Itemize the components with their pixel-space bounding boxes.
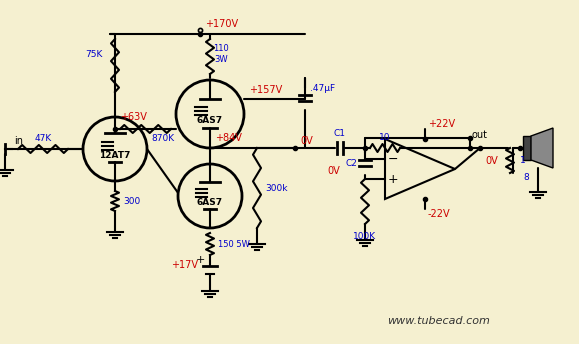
Text: 47K: 47K xyxy=(34,134,52,143)
Text: +170V: +170V xyxy=(205,19,238,29)
Text: 8: 8 xyxy=(523,173,529,182)
Text: 300k: 300k xyxy=(265,183,288,193)
Text: 300: 300 xyxy=(123,196,140,205)
Text: +84V: +84V xyxy=(215,133,242,143)
Text: 0V: 0V xyxy=(327,166,340,176)
Text: 100K: 100K xyxy=(353,232,376,241)
Text: +22V: +22V xyxy=(428,119,455,129)
Text: www.tubecad.com: www.tubecad.com xyxy=(387,316,490,326)
Text: 10: 10 xyxy=(379,133,391,142)
Text: +: + xyxy=(195,255,205,265)
Text: out: out xyxy=(472,130,488,140)
Text: 75K: 75K xyxy=(86,50,103,58)
Text: 12AT7: 12AT7 xyxy=(100,151,131,160)
Text: 0V: 0V xyxy=(300,136,313,146)
Text: in: in xyxy=(14,136,23,146)
Text: 110
3W: 110 3W xyxy=(213,44,229,64)
Text: −: − xyxy=(388,152,398,165)
Text: 6AS7: 6AS7 xyxy=(197,116,223,125)
Text: 150 5W: 150 5W xyxy=(218,239,250,248)
Text: .47μF: .47μF xyxy=(310,84,335,93)
Polygon shape xyxy=(531,128,553,168)
Text: 0V: 0V xyxy=(485,156,498,166)
Text: 6AS7: 6AS7 xyxy=(197,198,223,207)
Text: +: + xyxy=(388,172,398,185)
Text: +157V: +157V xyxy=(249,85,282,95)
Text: C2: C2 xyxy=(345,159,357,168)
Bar xyxy=(523,136,531,160)
Text: C1: C1 xyxy=(334,129,346,138)
Text: 870K: 870K xyxy=(151,134,174,143)
Text: -22V: -22V xyxy=(428,209,450,219)
Text: +17V: +17V xyxy=(171,260,198,270)
Text: +63V: +63V xyxy=(120,112,147,122)
Text: 1: 1 xyxy=(520,155,526,164)
